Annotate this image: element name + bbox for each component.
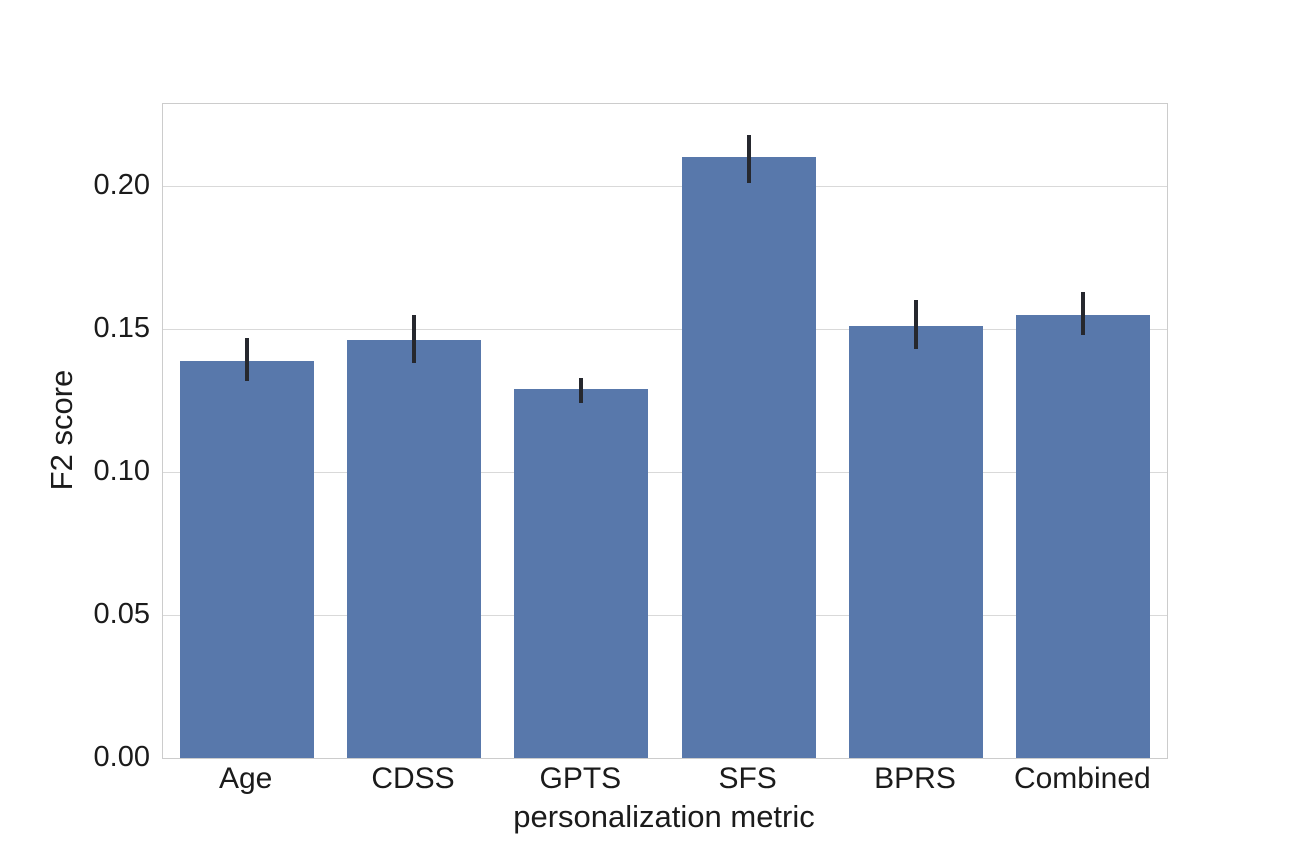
error-bar-bprs bbox=[914, 300, 918, 350]
y-tick-label-0-00: 0.00 bbox=[93, 741, 150, 773]
gridline bbox=[163, 186, 1167, 188]
bar-combined bbox=[1016, 314, 1151, 758]
y-tick-label-0-15: 0.15 bbox=[93, 312, 150, 345]
error-bar-sfs bbox=[746, 134, 751, 184]
x-tick-label-age: Age bbox=[218, 762, 273, 795]
error-bar-cdss bbox=[412, 314, 416, 364]
error-bar-age bbox=[244, 337, 249, 381]
y-tick-label-0-10: 0.10 bbox=[93, 455, 150, 488]
bar-age bbox=[179, 360, 314, 758]
x-tick-label-cdss: CDSS bbox=[371, 762, 455, 795]
error-bar-combined bbox=[1081, 291, 1086, 335]
y-tick-label-0-20: 0.20 bbox=[93, 169, 150, 202]
bar-gpts bbox=[514, 389, 649, 758]
bar-cdss bbox=[347, 340, 481, 758]
gridline bbox=[163, 472, 1167, 474]
plot-area bbox=[162, 103, 1168, 759]
gridline bbox=[163, 615, 1167, 617]
x-tick-label-sfs: SFS bbox=[718, 762, 777, 795]
bar-sfs bbox=[681, 157, 816, 758]
x-axis-label: personalization metric bbox=[513, 799, 815, 834]
y-tick-label-0-05: 0.05 bbox=[93, 598, 150, 631]
x-tick-label-gpts: GPTS bbox=[539, 762, 622, 795]
x-tick-label-bprs: BPRS bbox=[874, 762, 956, 795]
y-axis-label: F2 score bbox=[44, 369, 79, 491]
x-tick-label-combined: Combined bbox=[1013, 762, 1151, 795]
bar-bprs bbox=[849, 326, 983, 758]
gridline bbox=[163, 329, 1167, 331]
error-bar-gpts bbox=[579, 377, 584, 404]
